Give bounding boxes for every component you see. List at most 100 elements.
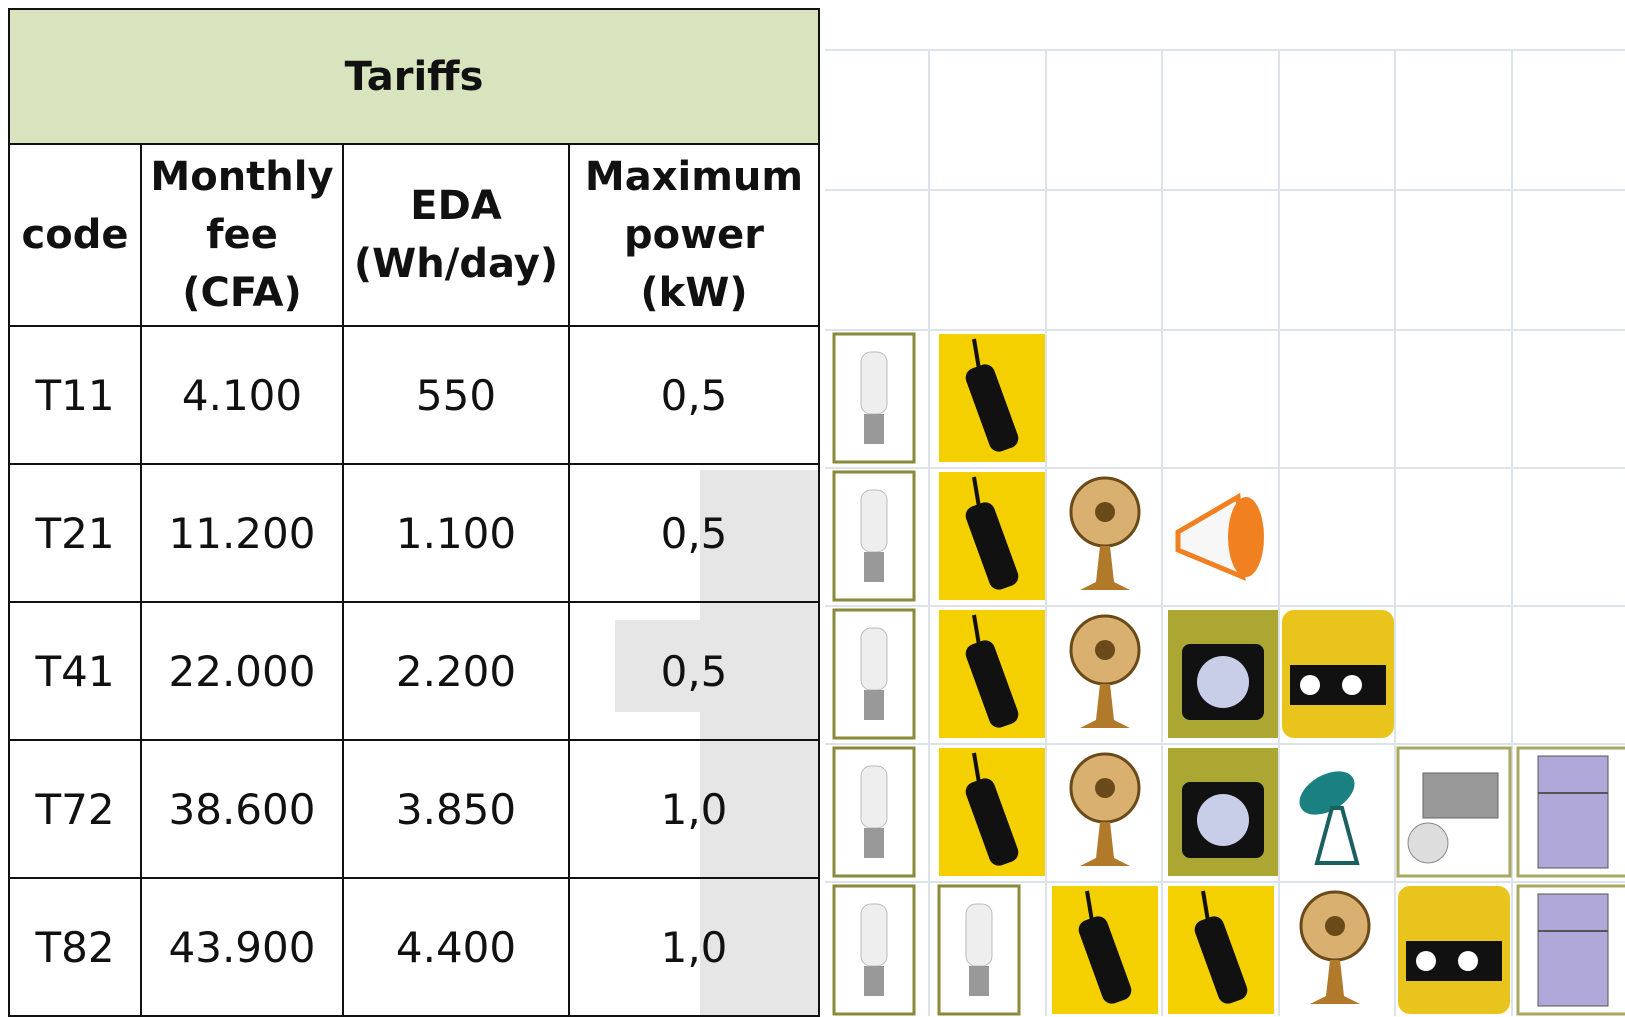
bulb-icon <box>939 886 1019 1014</box>
table-cell: 1,0 <box>569 740 819 878</box>
icon-part <box>864 966 884 996</box>
phone-icon <box>939 748 1045 876</box>
bulb-icon <box>834 886 914 1014</box>
phone-icon <box>939 472 1045 600</box>
bulb-icon <box>834 472 914 600</box>
icon-part <box>1538 756 1608 868</box>
table-cell: 0,5 <box>569 602 819 740</box>
table-title: Tariffs <box>9 9 819 144</box>
icon-part <box>1292 762 1362 823</box>
phone-icon <box>939 610 1045 738</box>
icon-part <box>1095 640 1115 660</box>
dish-icon <box>1292 762 1362 863</box>
table-cell: 2.200 <box>343 602 569 740</box>
icon-part <box>1423 773 1498 818</box>
radio-icon <box>1398 886 1510 1014</box>
icon-part <box>1228 497 1264 577</box>
table-cell: T72 <box>9 740 141 878</box>
icon-part <box>966 904 992 966</box>
phone-icon <box>1052 886 1158 1014</box>
table-cell: 1,0 <box>569 878 819 1016</box>
dvd-icon <box>1398 748 1510 876</box>
phone-icon <box>1168 886 1274 1014</box>
fridge-icon <box>1518 748 1625 876</box>
header-line: power <box>570 206 818 264</box>
table-cell: T82 <box>9 878 141 1016</box>
icon-part <box>1416 951 1436 971</box>
tv-icon <box>1168 748 1278 876</box>
icon-part <box>1342 675 1362 695</box>
icon-part <box>969 966 989 996</box>
icon-part <box>1095 778 1115 798</box>
header-line: fee <box>142 206 342 264</box>
fan-icon <box>1071 754 1139 866</box>
icon-part <box>861 490 887 552</box>
table-cell: 0,5 <box>569 326 819 464</box>
header-line: (CFA) <box>142 264 342 322</box>
icon-part <box>1197 794 1249 846</box>
icon-part <box>1080 684 1130 728</box>
table-cell: 3.850 <box>343 740 569 878</box>
header-line: Monthly <box>142 148 342 206</box>
icon-part <box>1408 823 1448 863</box>
header-line: Maximum <box>570 148 818 206</box>
table-cell: 550 <box>343 326 569 464</box>
table-cell: 43.900 <box>141 878 343 1016</box>
table-cell: 22.000 <box>141 602 343 740</box>
icon-part <box>864 414 884 444</box>
page: TariffscodeMonthlyfee(CFA)EDA(Wh/day)Max… <box>0 0 1625 1016</box>
table-cell: 38.600 <box>141 740 343 878</box>
icon-part <box>861 352 887 414</box>
table-cell: T41 <box>9 602 141 740</box>
icon-part <box>1310 960 1360 1004</box>
icon-part <box>1300 675 1320 695</box>
bulb-icon <box>834 334 914 462</box>
header-line: (kW) <box>570 264 818 322</box>
icon-part <box>864 552 884 582</box>
horn-icon <box>1178 497 1264 577</box>
header-cell: EDA(Wh/day) <box>343 144 569 326</box>
icon-part <box>861 628 887 690</box>
table-cell: 4.100 <box>141 326 343 464</box>
icon-part <box>861 904 887 966</box>
table-cell: 0,5 <box>569 464 819 602</box>
icon-part <box>1325 916 1345 936</box>
fan-icon <box>1301 892 1369 1004</box>
header-line: (Wh/day) <box>344 235 568 293</box>
fan-icon <box>1071 478 1139 590</box>
table-cell: 11.200 <box>141 464 343 602</box>
title-row: Tariffs <box>9 9 819 144</box>
table-cell: T11 <box>9 326 141 464</box>
header-line: EDA <box>344 177 568 235</box>
tv-icon <box>1168 610 1278 738</box>
icon-part <box>1317 808 1357 863</box>
icon-part <box>1197 656 1249 708</box>
icon-part <box>864 828 884 858</box>
icon-part <box>1080 822 1130 866</box>
radio-icon <box>1282 610 1394 738</box>
table-cell: T21 <box>9 464 141 602</box>
header-line: code <box>10 206 140 264</box>
icon-part <box>864 690 884 720</box>
fridge-icon <box>1518 886 1625 1014</box>
icon-part <box>1538 894 1608 1006</box>
header-cell: code <box>9 144 141 326</box>
fan-icon <box>1071 616 1139 728</box>
bulb-icon <box>834 748 914 876</box>
table-cell: 4.400 <box>343 878 569 1016</box>
icon-part <box>1458 951 1478 971</box>
icon-part <box>861 766 887 828</box>
phone-icon <box>939 334 1045 462</box>
icon-part <box>1080 546 1130 590</box>
bulb-icon <box>834 610 914 738</box>
table-cell: 1.100 <box>343 464 569 602</box>
